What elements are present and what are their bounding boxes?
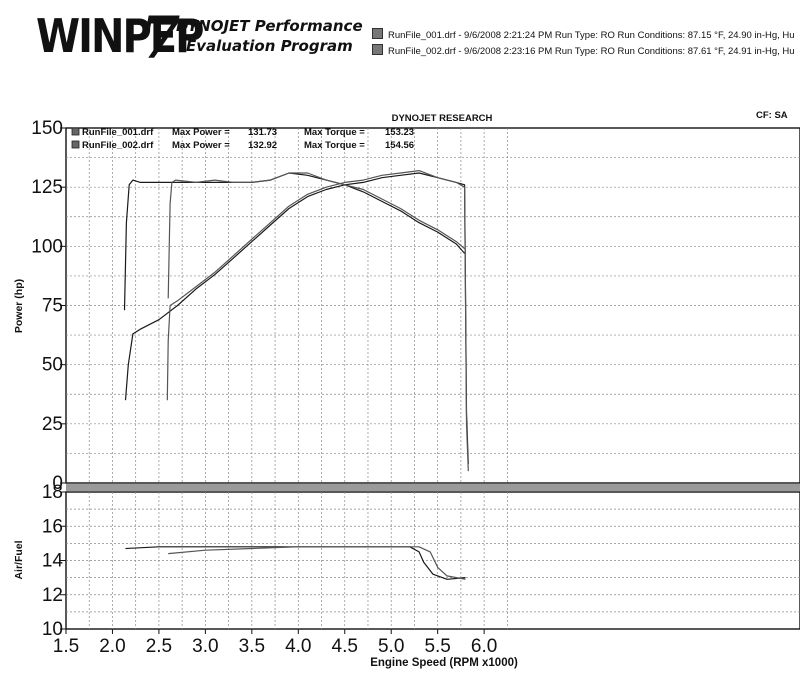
run2-marker-icon bbox=[372, 44, 383, 55]
power-tick-label: 100 bbox=[31, 236, 63, 257]
x-tick-label: 5.0 bbox=[378, 636, 404, 657]
chart-corner-label: CF: SA bbox=[756, 110, 788, 121]
airfuel-axis-label: Air/Fuel bbox=[13, 540, 25, 579]
x-tick-label: 2.0 bbox=[99, 636, 125, 657]
x-tick-label: 4.5 bbox=[332, 636, 358, 657]
power-tick-label: 125 bbox=[31, 177, 63, 198]
run2-airfuel-line bbox=[168, 546, 466, 580]
x-tick-label: 6.0 bbox=[471, 636, 497, 657]
logo-title-line1: DYNOJET Performance bbox=[176, 17, 363, 35]
run1-marker-icon bbox=[372, 28, 383, 39]
x-tick-label: 2.5 bbox=[146, 636, 172, 657]
legend-torque-run2: 154.56 bbox=[385, 140, 414, 151]
run2-power-line bbox=[166, 170, 469, 472]
airfuel-tick-label: 16 bbox=[42, 516, 63, 537]
series-lines bbox=[123, 170, 469, 580]
legend-power-run2: 132.92 bbox=[248, 140, 277, 151]
x-axis-label: Engine Speed (RPM x1000) bbox=[370, 657, 518, 669]
airfuel-tick-label: 10 bbox=[42, 619, 63, 640]
run-file-info-2: RunFile_002.drf - 9/6/2008 2:23:16 PM Ru… bbox=[388, 46, 795, 57]
chart-title: DYNOJET RESEARCH bbox=[392, 113, 493, 124]
axis-labels: 150 125 100 75 50 25 018 16 14 12 101.5 2.0 2.5 3.0 3.… bbox=[31, 118, 497, 657]
airfuel-plot-frame bbox=[65, 491, 800, 630]
legend-file-run1: RunFile_001.drf bbox=[82, 127, 154, 138]
legend-torque-label-run1: Max Torque = bbox=[304, 127, 365, 138]
logo-title-line2: Evaluation Program bbox=[186, 37, 353, 55]
x-tick-label: 4.0 bbox=[285, 636, 311, 657]
legend-power-label-run2: Max Power = bbox=[172, 140, 230, 151]
legend-marker-run1 bbox=[71, 127, 80, 136]
power-tick-label: 25 bbox=[42, 414, 63, 435]
legend-file-run2: RunFile_002.drf bbox=[82, 140, 154, 151]
legend-torque-label-run2: Max Torque = bbox=[304, 140, 365, 151]
power-tick-label: 75 bbox=[42, 296, 63, 317]
airfuel-tick-label: 12 bbox=[42, 585, 63, 606]
plot-separator bbox=[66, 484, 800, 491]
x-tick-label: 3.5 bbox=[239, 636, 265, 657]
plot-frames bbox=[65, 127, 800, 630]
power-tick-label: 150 bbox=[31, 118, 63, 139]
power-axis-label: Power (hp) bbox=[13, 279, 25, 333]
legend-marker-run2 bbox=[71, 140, 80, 149]
x-tick-label: 5.5 bbox=[424, 636, 450, 657]
power-tick-label: 50 bbox=[42, 355, 63, 376]
run-file-header-2: RunFile_002.drf - 9/6/2008 2:23:16 PM Ru… bbox=[372, 44, 795, 57]
legend-power-label-run1: Max Power = bbox=[172, 127, 230, 138]
run-file-info-1: RunFile_001.drf - 9/6/2008 2:21:24 PM Ru… bbox=[388, 30, 795, 41]
power-tick-label: 0 bbox=[52, 473, 63, 494]
airfuel-tick-label: 18 bbox=[42, 482, 63, 503]
legend-power-run1: 131.73 bbox=[248, 127, 277, 138]
x-tick-label: 3.0 bbox=[192, 636, 218, 657]
legend-torque-run1: 153.23 bbox=[385, 127, 414, 138]
x-tick-label: 1.5 bbox=[53, 636, 79, 657]
airfuel-tick-label: 14 bbox=[42, 551, 64, 572]
winpep-logo: WINPEP bbox=[36, 10, 204, 64]
grid-lines bbox=[66, 128, 800, 629]
run-file-header-1: RunFile_001.drf - 9/6/2008 2:21:24 PM Ru… bbox=[372, 28, 795, 41]
power-plot-frame bbox=[65, 127, 800, 484]
legend: RunFile_001.drf Max Power = 131.73 Max T… bbox=[71, 127, 414, 151]
winpep-version-logo: 7 bbox=[140, 4, 181, 72]
run2-torque-line bbox=[167, 172, 465, 299]
